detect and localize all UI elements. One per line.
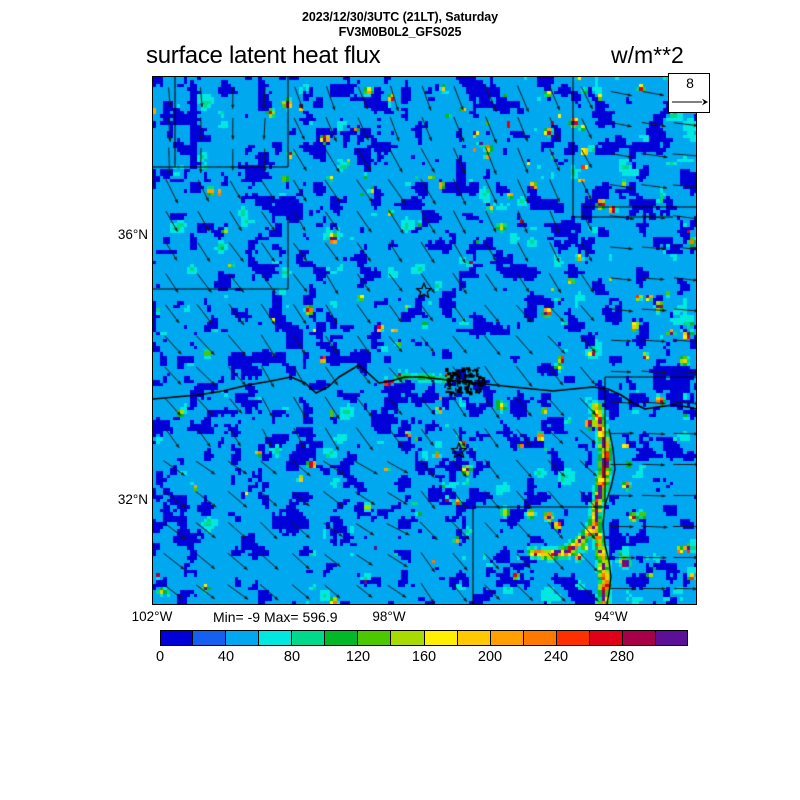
colorbar-swatch[interactable]: [325, 630, 359, 646]
colorbar-tick-label: 120: [345, 649, 371, 665]
east-arrow-icon: [672, 98, 708, 106]
colorbar-tick-label: 160: [411, 649, 437, 665]
colorbar-swatch[interactable]: [457, 630, 491, 646]
colorbar-swatch[interactable]: [589, 630, 623, 646]
colorbar-swatch[interactable]: [259, 630, 293, 646]
units-label: w/m**2: [611, 42, 684, 68]
title-date: 2023/12/30/3UTC (21LT), Saturday: [302, 10, 498, 24]
colorbar-swatch[interactable]: [424, 630, 458, 646]
latitude-label: 32°N: [117, 492, 148, 507]
colorbar-swatch[interactable]: [226, 630, 260, 646]
colorbar-swatch[interactable]: [160, 630, 194, 646]
colorbar-tick-label: 200: [477, 649, 503, 665]
colorbar-swatch[interactable]: [622, 630, 656, 646]
minmax-statistics: Min= -9 Max= 596.9: [213, 609, 338, 625]
longitude-label: 98°W: [372, 609, 406, 624]
colorbar-swatch[interactable]: [655, 630, 688, 646]
colorbar-swatch[interactable]: [358, 630, 392, 646]
map-plot-area[interactable]: [152, 76, 697, 605]
colorbar-swatch[interactable]: [193, 630, 227, 646]
longitude-label: 94°W: [594, 609, 628, 624]
longitude-label: 102°W: [131, 609, 173, 624]
colorbar-swatch[interactable]: [292, 630, 326, 646]
colorbar-tick-label: 240: [543, 649, 569, 665]
colorbar-swatch[interactable]: [523, 630, 557, 646]
colorbar-swatches[interactable]: [160, 630, 688, 646]
colorbar-swatch[interactable]: [391, 630, 425, 646]
colorbar-swatch[interactable]: [556, 630, 590, 646]
page-title: surface latent heat flux: [146, 42, 381, 69]
wind-vector-canvas: [153, 77, 696, 604]
latitude-label: 36°N: [117, 227, 148, 242]
colorbar-tick-label: 0: [155, 649, 165, 665]
colorbar-tick-label: 80: [283, 649, 301, 665]
title-block: 2023/12/30/3UTC (21LT), Saturday FV3M0B0…: [0, 10, 800, 40]
reference-vector-key: 8: [668, 73, 710, 113]
colorbar-tick-label: 280: [609, 649, 635, 665]
colorbar-swatch[interactable]: [490, 630, 524, 646]
colorbar-tick-label: 40: [217, 649, 235, 665]
colorbar[interactable]: [160, 630, 688, 646]
reference-vector-value: 8: [686, 75, 694, 91]
title-model: FV3M0B0L2_GFS025: [338, 24, 462, 39]
